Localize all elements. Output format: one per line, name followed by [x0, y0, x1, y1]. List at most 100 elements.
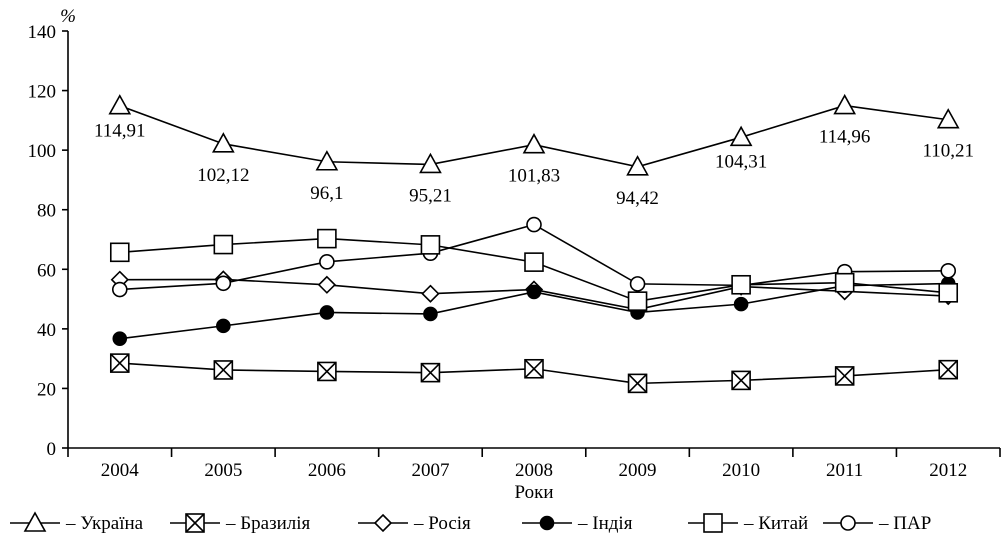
series-1-point-cross-b — [110, 353, 130, 373]
series-1-point-cross-b — [627, 373, 648, 393]
series-0-point-shape — [833, 93, 857, 115]
data-label: 95,21 — [409, 185, 452, 206]
series-3-point — [526, 284, 542, 300]
series-4-point — [213, 234, 234, 255]
series-0-point — [315, 150, 339, 171]
x-tick-label: 2006 — [308, 460, 346, 481]
series-0-point — [211, 132, 235, 153]
series-1-point-cross-b — [731, 370, 751, 390]
y-tick-label: 80 — [37, 201, 56, 222]
series-5-point-shape — [215, 275, 232, 292]
series-1-point-cross-b — [213, 360, 233, 380]
series-1-point — [317, 361, 337, 382]
axes: 0 20 40 60 80 100 120 140% 2004 2005 2006 2007 2008 2… — [28, 6, 1001, 503]
series-5-point — [940, 262, 957, 279]
x-tick-label: 2007 — [411, 460, 449, 481]
series-4-point-shape — [109, 242, 130, 263]
series-4-point — [317, 228, 337, 249]
series-2-point-shape — [317, 275, 337, 294]
y-tick-label: 40 — [37, 320, 56, 341]
legend-label: – Бразилія — [225, 513, 311, 534]
series-3-point — [216, 318, 231, 334]
series-0-point-shape — [315, 150, 339, 171]
legend-marker-shape — [23, 511, 47, 532]
series-4-point — [524, 252, 544, 272]
series-1-point-cross-b — [317, 361, 337, 382]
series-0-point-shape — [936, 108, 960, 129]
data-label: 110,21 — [922, 141, 974, 162]
legend-label: – Росія — [413, 513, 471, 534]
series-4-point — [627, 291, 648, 311]
series-4-point-shape — [627, 291, 648, 311]
series-3-point — [733, 296, 749, 312]
series-1-point-cross-b — [835, 366, 855, 386]
series-1-point — [938, 359, 959, 380]
x-axis-title: Роки — [515, 482, 554, 503]
y-tick-label: 140 — [28, 22, 57, 43]
x-tick-label: 2005 — [204, 460, 242, 481]
series-4-point-shape — [420, 235, 441, 255]
series-4-point-shape — [731, 274, 751, 295]
series-0-point-shape — [729, 125, 753, 147]
series-layer — [108, 93, 960, 394]
series-5-point-shape — [319, 254, 335, 270]
y-tick-label: 60 — [37, 260, 56, 281]
legend-label: – ПАР — [878, 513, 931, 534]
data-labels: 114,91 102,12 96,1 95,21 101,83 94,42 104,31 11… — [94, 121, 974, 209]
series-3-point-shape — [526, 284, 542, 300]
series-0-point-shape — [419, 152, 442, 174]
series-2-point — [317, 275, 337, 294]
series-1-point — [109, 353, 130, 373]
data-label: 104,31 — [715, 151, 767, 172]
legend-marker — [185, 513, 205, 533]
series-5-point — [526, 216, 542, 233]
data-label: 114,96 — [819, 127, 871, 148]
series-0-point-shape — [108, 94, 132, 115]
series-1-point — [524, 358, 544, 379]
series-0-point-shape — [522, 133, 546, 154]
series-0-point — [729, 125, 753, 147]
legend-marker-shape — [840, 515, 856, 531]
series-3-point-shape — [319, 305, 335, 320]
legend-label: – Китай — [743, 513, 808, 534]
legend-label: – Україна — [65, 513, 144, 534]
series-1-point-cross-b — [420, 363, 441, 383]
series-5-point-shape — [629, 276, 646, 292]
series-4-point-shape — [938, 283, 959, 303]
data-label: 96,1 — [310, 183, 343, 204]
series-1-point-cross-b — [524, 359, 544, 379]
legend-marker — [539, 515, 555, 531]
legend-marker — [373, 513, 393, 533]
series-4-point — [938, 283, 959, 303]
series-5-point-shape — [111, 281, 128, 298]
legend-marker-shape — [539, 515, 555, 531]
series-2-point — [421, 284, 440, 303]
series-3-point — [319, 305, 335, 320]
y-tick-label: 20 — [37, 379, 56, 400]
data-label: 102,12 — [197, 165, 249, 186]
series-4-point-shape — [834, 272, 855, 293]
y-tick-label: 100 — [28, 141, 57, 162]
series-0-point-shape — [211, 132, 235, 153]
series-5-point-shape — [526, 216, 542, 233]
series-4-point — [109, 242, 130, 263]
legend-marker-cross-b — [185, 513, 205, 533]
series-0-point — [626, 155, 649, 176]
series-0-point — [108, 94, 132, 115]
series-3-point — [112, 331, 128, 346]
series-5-point — [215, 275, 232, 292]
x-tick-label: 2004 — [101, 460, 140, 481]
y-tick-label: 120 — [28, 82, 57, 103]
series-4-point — [731, 274, 751, 295]
series-1-point — [627, 373, 648, 394]
series-1-point — [731, 370, 751, 391]
y-tick-label: 0 — [47, 439, 57, 460]
series-1-point — [420, 362, 441, 383]
series-5-point — [629, 276, 646, 292]
series-0-point — [419, 152, 442, 174]
series-4-point-shape — [213, 234, 234, 255]
series-3-point-shape — [112, 331, 128, 346]
x-tick-label: 2008 — [515, 460, 553, 481]
legend: – Україна – Бразилія – Росія – Індія – Китай… — [10, 511, 931, 534]
y-axis-unit: % — [60, 6, 76, 27]
